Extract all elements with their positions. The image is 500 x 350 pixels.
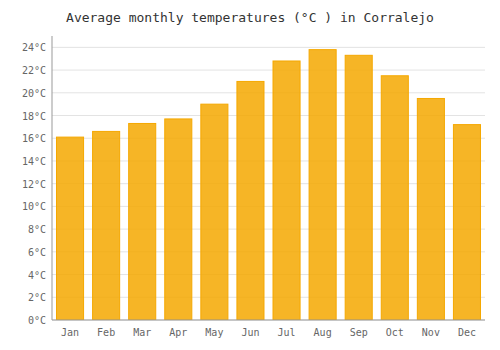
- y-tick-label: 24°C: [22, 42, 46, 53]
- bar: [453, 125, 480, 320]
- bar: [165, 119, 192, 320]
- grid-line: [52, 70, 485, 71]
- bar: [273, 61, 300, 320]
- y-axis-line: [52, 36, 53, 320]
- bar: [381, 76, 408, 320]
- x-tick-label: Jun: [241, 327, 259, 338]
- chart-svg: Average monthly temperatures (°C ) in Co…: [0, 0, 500, 350]
- bars: [57, 50, 481, 320]
- grid-line: [52, 92, 485, 93]
- y-tick-label: 8°C: [28, 224, 46, 235]
- y-tick-label: 22°C: [22, 65, 46, 76]
- x-tick-label: Sep: [350, 327, 368, 338]
- x-tick-label: Mar: [133, 327, 151, 338]
- x-axis-line: [52, 320, 485, 321]
- y-tick-label: 20°C: [22, 88, 46, 99]
- y-tick-label: 4°C: [28, 270, 46, 281]
- x-tick-labels: Jan Feb Mar Apr May Jun Jul Aug Sep Oct Nov Dec: [61, 327, 476, 338]
- x-tick-label: Nov: [422, 327, 440, 338]
- grid-line: [52, 47, 485, 48]
- x-tick-label: Jan: [61, 327, 79, 338]
- y-tick-label: 14°C: [22, 156, 46, 167]
- x-tick-label: Apr: [169, 327, 187, 338]
- y-tick-label: 10°C: [22, 201, 46, 212]
- bar: [345, 55, 372, 320]
- bar: [93, 131, 120, 320]
- bar: [237, 81, 264, 320]
- x-tick-label: Feb: [97, 327, 115, 338]
- y-tick-label: 18°C: [22, 111, 46, 122]
- chart-container: Average monthly temperatures (°C ) in Co…: [0, 0, 500, 350]
- bar: [309, 50, 336, 320]
- y-grid: [52, 47, 485, 320]
- bar: [417, 98, 444, 320]
- y-tick-label: 16°C: [22, 133, 46, 144]
- y-tick-label: 6°C: [28, 247, 46, 258]
- x-tick-label: Aug: [314, 327, 332, 338]
- grid-line: [52, 320, 485, 321]
- chart-title: Average monthly temperatures (°C ) in Co…: [66, 10, 434, 25]
- y-tick-label: 2°C: [28, 292, 46, 303]
- x-tick-label: Oct: [386, 327, 404, 338]
- y-tick-label: 0°C: [28, 315, 46, 326]
- bar: [57, 137, 84, 320]
- bar: [201, 104, 228, 320]
- x-tick-label: May: [205, 327, 223, 338]
- y-tick-label: 12°C: [22, 179, 46, 190]
- y-tick-labels: 0°C 2°C 4°C 6°C 8°C 10°C 12°C 14°C 16°C 18°C 20°C 2…: [22, 42, 46, 326]
- bar: [129, 123, 156, 320]
- x-tick-label: Jul: [278, 327, 296, 338]
- x-tick-label: Dec: [458, 327, 476, 338]
